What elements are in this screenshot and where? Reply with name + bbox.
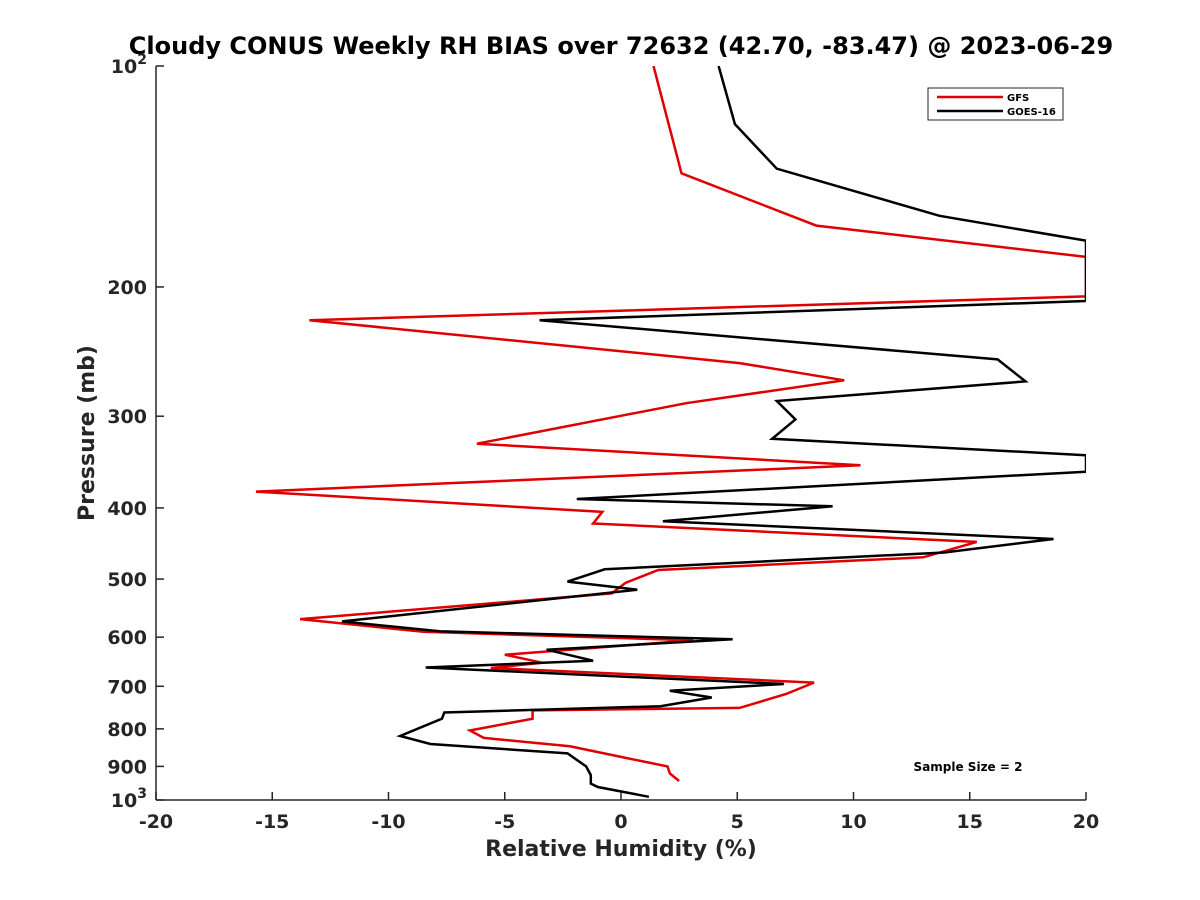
y-tick-label: 400	[107, 498, 147, 520]
x-tick-label: -20	[139, 811, 173, 833]
x-tick-label: -5	[494, 811, 515, 833]
x-tick-label: 10	[840, 811, 866, 833]
x-tick-label: 20	[1073, 811, 1099, 833]
x-axis-label: Relative Humidity (%)	[485, 837, 757, 862]
y-tick-label: 700	[107, 676, 147, 698]
legend-box	[927, 87, 1064, 121]
legend: GFS GOES-16	[927, 87, 1064, 121]
y-tick-label: 500	[107, 569, 147, 591]
y-ticks: 102 200 300 400 500 600 700 800 900 103	[107, 52, 164, 812]
y-tick-label: 103	[111, 786, 147, 812]
y-tick-label: 800	[107, 719, 147, 741]
sample-size-annotation: Sample Size = 2	[914, 760, 1023, 774]
x-tick-label: 15	[957, 811, 983, 833]
y-tick-label: 600	[107, 627, 147, 649]
x-tick-label: -10	[371, 811, 405, 833]
y-tick-label: 900	[107, 756, 147, 778]
x-tick-label: -15	[255, 811, 289, 833]
y-axis-label: Pressure (mb)	[75, 345, 100, 521]
series-line-goes16	[341, 66, 1086, 799]
y-tick-label: 300	[107, 406, 147, 428]
x-tick-label: 5	[731, 811, 744, 833]
y-tick-label: 102	[111, 52, 147, 78]
x-tick-label: 0	[614, 811, 627, 833]
legend-label-goes16: GOES-16	[1007, 107, 1056, 118]
y-tick-label: 200	[107, 277, 147, 299]
plot-area	[255, 66, 1086, 799]
x-ticks: -20 -15 -10 -5 0 5 10 15 20	[139, 792, 1099, 833]
chart-title: Cloudy CONUS Weekly RH BIAS over 72632 (…	[129, 32, 1113, 60]
legend-label-gfs: GFS	[1007, 93, 1029, 104]
